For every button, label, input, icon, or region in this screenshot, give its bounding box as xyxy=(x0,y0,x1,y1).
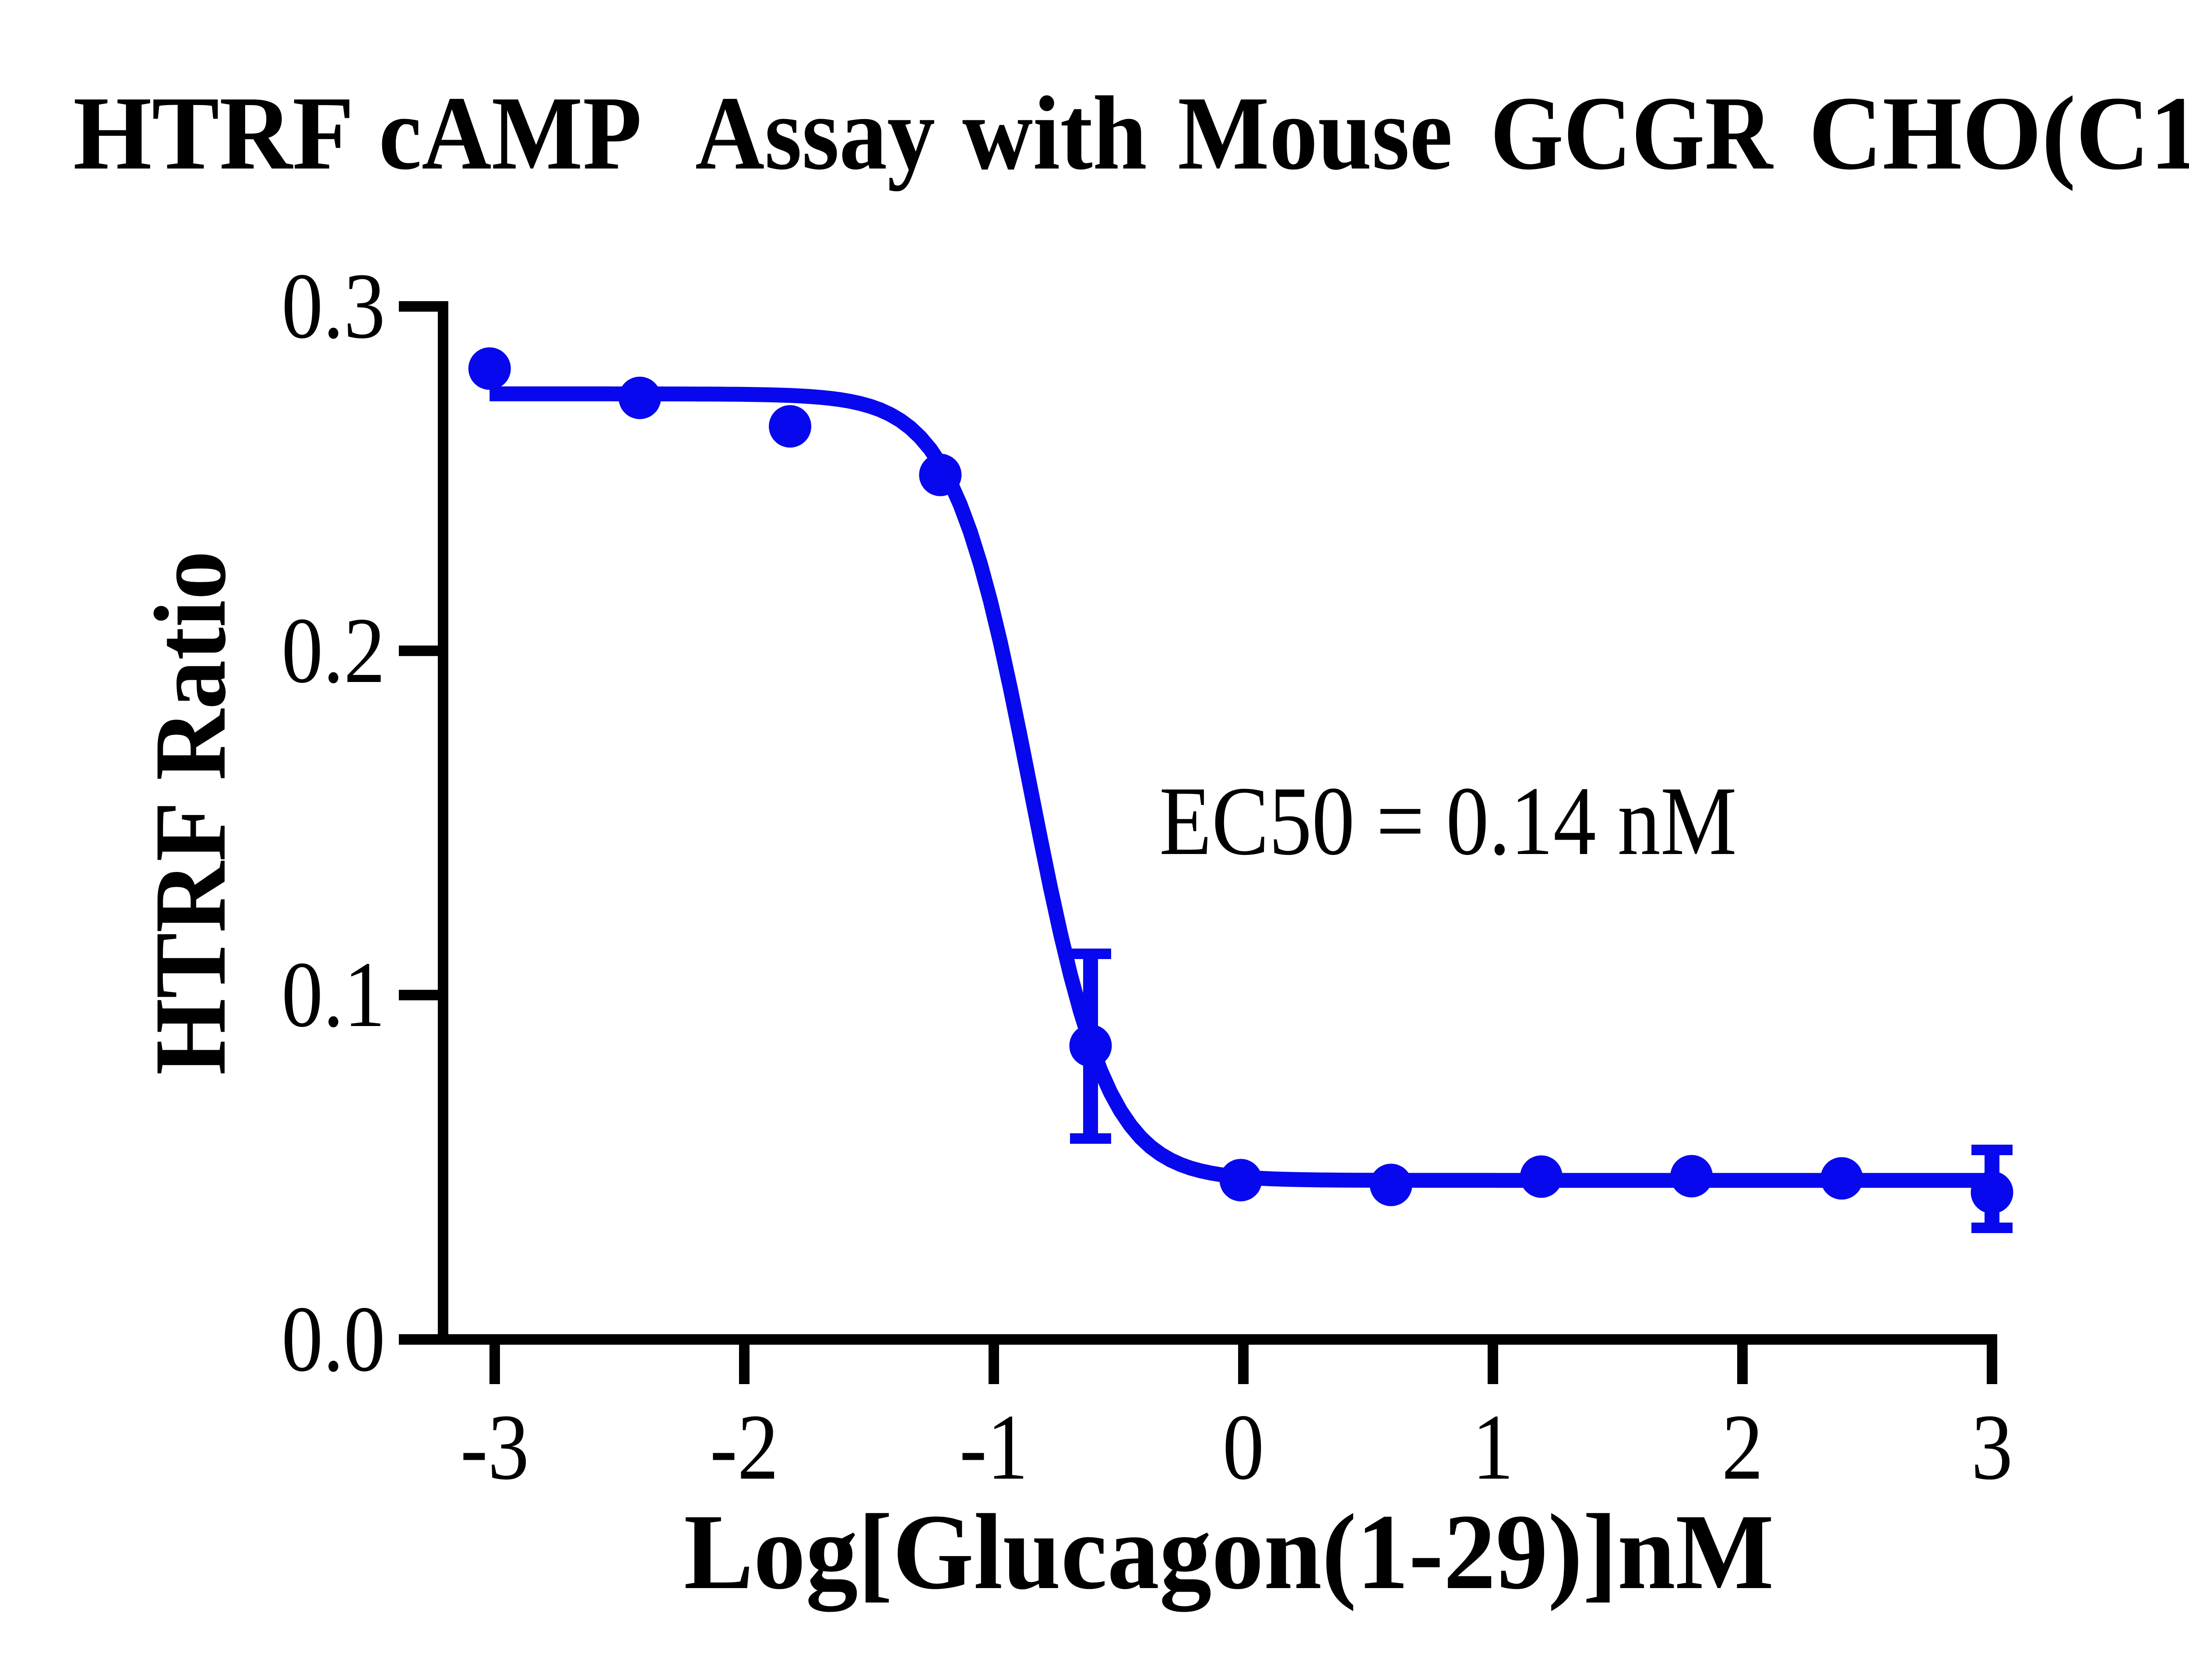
svg-text:Mouse: Mouse xyxy=(1178,75,1453,192)
svg-text:2: 2 xyxy=(1722,1395,1763,1499)
svg-text:CHO(C10: CHO(C10 xyxy=(1809,75,2189,192)
svg-text:EC50 = 0.14 nM: EC50 = 0.14 nM xyxy=(1159,766,1737,875)
svg-text:HTRF: HTRF xyxy=(73,75,354,192)
svg-text:0.2: 0.2 xyxy=(282,598,385,703)
svg-text:0.3: 0.3 xyxy=(282,253,385,358)
svg-text:3: 3 xyxy=(1971,1395,2013,1499)
svg-text:1: 1 xyxy=(1472,1395,1514,1499)
svg-text:-3: -3 xyxy=(461,1395,529,1499)
svg-text:0.1: 0.1 xyxy=(282,942,385,1047)
svg-text:HTRF Ratio: HTRF Ratio xyxy=(133,551,247,1075)
svg-text:0.0: 0.0 xyxy=(282,1286,385,1391)
svg-text:Log[Glucagon(1-29)]nM: Log[Glucagon(1-29)]nM xyxy=(684,1492,1774,1612)
svg-text:with: with xyxy=(962,75,1147,192)
svg-text:0: 0 xyxy=(1223,1395,1264,1499)
svg-text:-2: -2 xyxy=(710,1395,779,1499)
svg-text:-1: -1 xyxy=(960,1395,1028,1499)
svg-text:Assay: Assay xyxy=(695,75,935,192)
svg-text:GCGR: GCGR xyxy=(1490,75,1774,192)
svg-text:cAMP: cAMP xyxy=(379,75,642,192)
